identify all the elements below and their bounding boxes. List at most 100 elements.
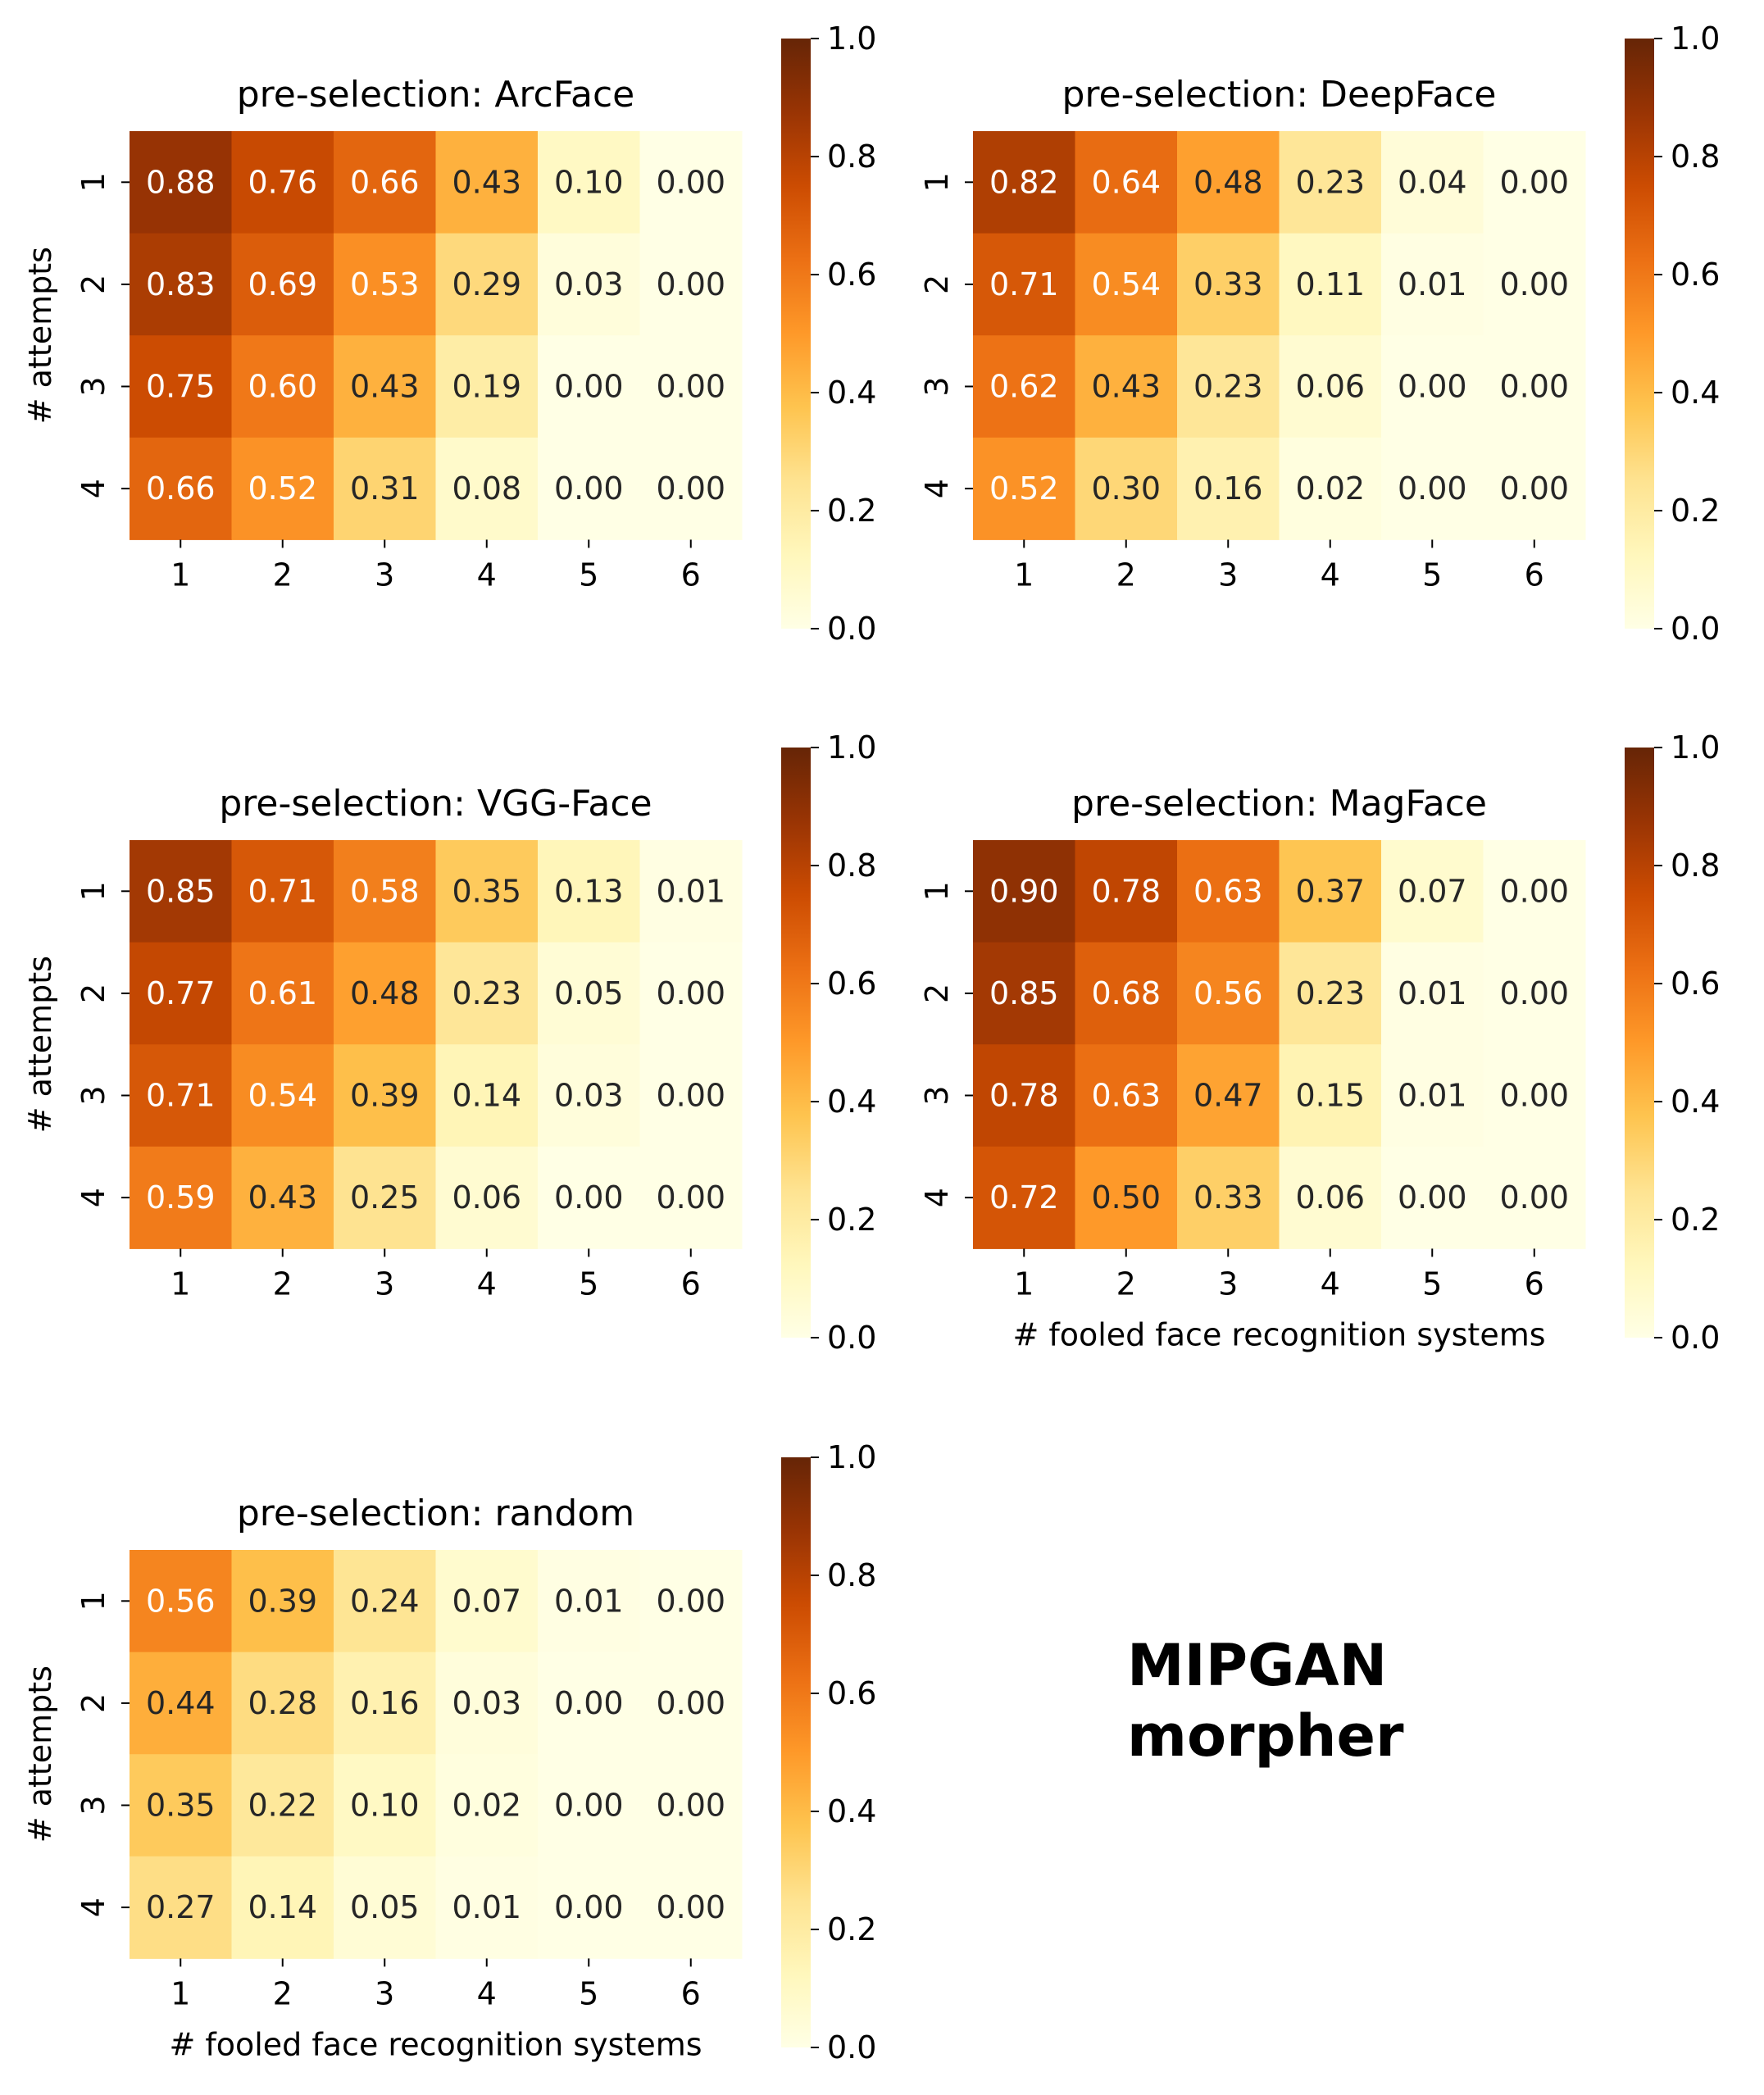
heatmap-cell — [130, 840, 232, 943]
y-tick-label: 4 — [75, 1897, 111, 1917]
colorbar-gradient — [1625, 39, 1654, 629]
cell-value-label: 0.03 — [554, 266, 624, 302]
heatmap-cell — [435, 1146, 539, 1249]
cell-value-label: 0.01 — [1398, 1078, 1467, 1114]
colorbar: 0.0 0.2 0.4 0.6 0.8 1.0 — [781, 20, 876, 647]
colorbar: 0.0 0.2 0.4 0.6 0.8 1.0 — [781, 1439, 876, 2065]
cell-value-label: 0.63 — [1091, 1078, 1161, 1114]
y-tick-label: 3 — [75, 1085, 111, 1105]
cell-value-label: 0.00 — [656, 1179, 725, 1216]
x-tick-label: 5 — [1422, 557, 1442, 593]
heatmap-cell — [538, 942, 640, 1045]
colorbar-tick-label: 1.0 — [827, 1439, 876, 1475]
heatmap-cell — [435, 840, 539, 943]
x-tick-label: 2 — [1116, 557, 1136, 593]
panel-title: pre-selection: random — [237, 1493, 634, 1534]
heatmap-cell — [1381, 233, 1484, 336]
heatmap-cell — [130, 1856, 232, 1959]
cell-value-label: 0.24 — [350, 1583, 420, 1619]
heatmap-cell — [538, 840, 640, 943]
cell-value-label: 0.01 — [554, 1583, 624, 1619]
heatmap-cell — [231, 1044, 334, 1147]
heatmap-cell — [1177, 233, 1280, 336]
cell-value-label: 0.06 — [1295, 1179, 1365, 1216]
cell-value-label: 0.78 — [1091, 873, 1161, 909]
heatmap-cell — [1279, 233, 1382, 336]
cell-value-label: 0.66 — [350, 164, 420, 200]
heatmap-cell — [973, 1146, 1075, 1249]
heatmap-cell — [130, 131, 232, 234]
heatmap-cell — [973, 233, 1075, 336]
heatmap-cell — [1075, 942, 1178, 1045]
heatmap-cell — [435, 1044, 539, 1147]
heatmap-cell — [1483, 131, 1586, 234]
heatmap-cell — [639, 437, 743, 540]
cell-value-label: 0.01 — [452, 1889, 521, 1925]
colorbar-gradient — [781, 1457, 811, 2047]
x-tick-label: 4 — [1321, 557, 1340, 593]
cell-value-label: 0.00 — [656, 369, 725, 405]
cell-value-label: 0.00 — [554, 470, 624, 507]
heatmap-cell — [1381, 1044, 1484, 1147]
cell-value-label: 0.50 — [1091, 1179, 1161, 1216]
colorbar-tick-label: 1.0 — [1671, 20, 1720, 57]
y-tick-label: 1 — [75, 881, 111, 901]
cell-value-label: 0.00 — [1398, 470, 1467, 507]
heatmap-cell — [1177, 335, 1280, 439]
heatmap-cell — [1279, 131, 1382, 234]
heatmap-cell — [1075, 233, 1178, 336]
cell-value-label: 0.53 — [350, 266, 420, 302]
colorbar-tick-label: 0.4 — [827, 1084, 876, 1120]
heatmap-cell — [1177, 437, 1280, 540]
x-tick-label: 2 — [1116, 1266, 1136, 1302]
cell-value-label: 0.00 — [1499, 266, 1569, 302]
cell-value-label: 0.85 — [989, 975, 1059, 1011]
cell-value-label: 0.71 — [989, 266, 1059, 302]
heatmap-cell — [130, 335, 232, 439]
cell-value-label: 0.00 — [1499, 873, 1569, 909]
x-tick-label: 3 — [1218, 1266, 1238, 1302]
cell-value-label: 0.39 — [350, 1078, 420, 1114]
heatmap-cell — [334, 942, 436, 1045]
colorbar-tick-label: 0.2 — [1671, 493, 1720, 529]
cell-value-label: 0.08 — [452, 470, 521, 507]
heatmap-cell — [334, 437, 436, 540]
cell-value-label: 0.58 — [350, 873, 420, 909]
y-tick-label: 4 — [919, 479, 955, 498]
heatmap-cell — [334, 1856, 436, 1959]
x-tick-label: 3 — [375, 1975, 394, 2011]
cell-value-label: 0.61 — [248, 975, 317, 1011]
x-tick-label: 1 — [170, 557, 190, 593]
annotation-line-1: MIPGAN — [1127, 1632, 1387, 1699]
colorbar-tick-label: 0.0 — [827, 2029, 876, 2065]
x-tick-label: 4 — [1321, 1266, 1340, 1302]
x-tick-label: 3 — [1218, 557, 1238, 593]
heatmap-cell — [538, 1146, 640, 1249]
cell-value-label: 0.00 — [1499, 975, 1569, 1011]
colorbar-tick-label: 1.0 — [1671, 729, 1720, 766]
panel-title: pre-selection: ArcFace — [237, 74, 634, 116]
cell-value-label: 0.52 — [248, 470, 317, 507]
cell-value-label: 0.00 — [656, 470, 725, 507]
heatmap-cell — [334, 233, 436, 336]
colorbar-tick-label: 0.6 — [827, 257, 876, 293]
colorbar-tick-label: 0.4 — [1671, 375, 1720, 411]
heatmap-cell — [1483, 1146, 1586, 1249]
colorbar-tick-label: 0.4 — [827, 1793, 876, 1829]
cell-value-label: 0.28 — [248, 1685, 317, 1721]
cell-value-label: 0.00 — [1499, 470, 1569, 507]
cell-value-label: 0.63 — [1193, 873, 1263, 909]
heatmap-cell — [973, 1044, 1075, 1147]
colorbar-tick-label: 0.0 — [1671, 611, 1720, 647]
cell-value-label: 0.43 — [248, 1179, 317, 1216]
cell-value-label: 0.15 — [1295, 1078, 1365, 1114]
colorbar-tick-label: 0.8 — [827, 1557, 876, 1593]
heatmap-cell — [1279, 1044, 1382, 1147]
cell-value-label: 0.03 — [554, 1078, 624, 1114]
x-tick-label: 6 — [681, 1975, 701, 2011]
panel-title: pre-selection: MagFace — [1071, 783, 1487, 825]
colorbar-tick-label: 0.8 — [827, 848, 876, 884]
x-tick-label: 1 — [1014, 557, 1034, 593]
heatmap-cell — [231, 1652, 334, 1755]
annotation-line-2: morpher — [1127, 1702, 1404, 1770]
